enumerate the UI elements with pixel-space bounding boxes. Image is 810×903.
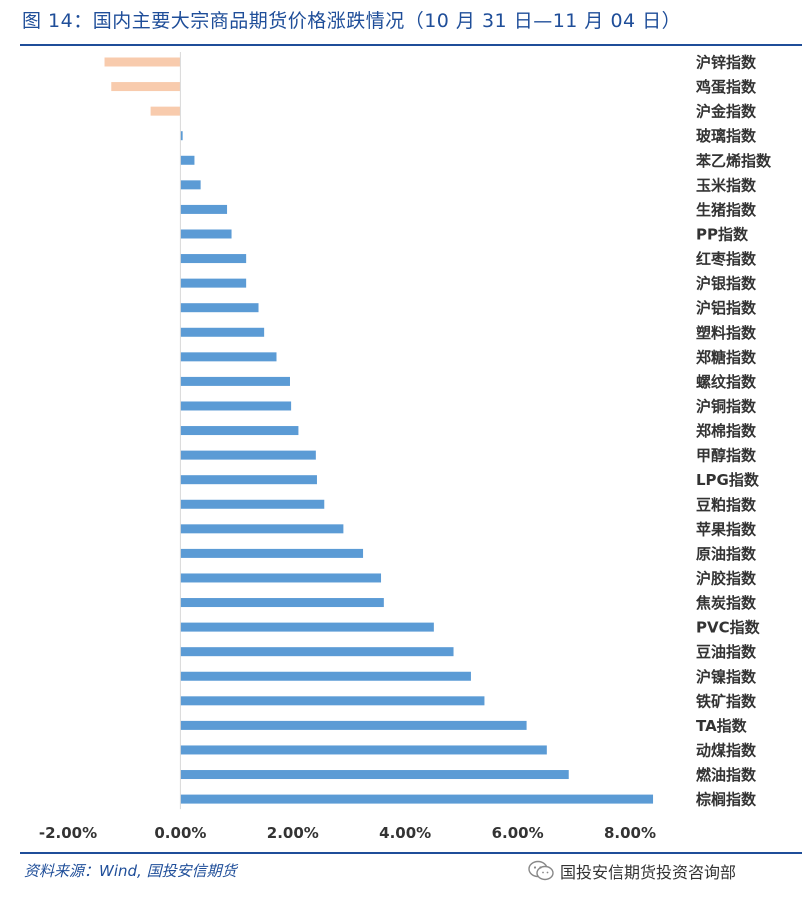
- category-label: 玻璃指数: [696, 127, 757, 145]
- bars-group: [104, 57, 654, 804]
- category-label: 沪铜指数: [696, 397, 757, 415]
- x-tick-label: 8.00%: [604, 824, 656, 842]
- category-label: 棕榈指数: [696, 791, 757, 809]
- x-tick-label: 0.00%: [154, 824, 206, 842]
- bar-23: [180, 622, 434, 632]
- bar-25: [180, 671, 471, 681]
- bar-5: [180, 180, 201, 190]
- bar-28: [180, 745, 547, 755]
- bar-7: [180, 229, 232, 239]
- source-note: 资料来源：Wind, 国投安信期货: [24, 862, 237, 880]
- bar-19: [180, 524, 344, 534]
- wechat-icon: [528, 860, 554, 881]
- top-divider: [20, 44, 802, 46]
- bar-26: [180, 696, 485, 706]
- bottom-divider: [20, 852, 802, 854]
- category-label: 塑料指数: [696, 324, 757, 342]
- category-label: 豆油指数: [696, 643, 757, 661]
- bar-9: [180, 278, 247, 288]
- bar-14: [180, 401, 292, 411]
- watermark-text: 国投安信期货投资咨询部: [560, 863, 737, 882]
- bar-8: [180, 254, 247, 264]
- category-label: 沪胶指数: [696, 569, 757, 587]
- bar-27: [180, 720, 527, 730]
- category-label: 沪金指数: [696, 103, 757, 121]
- category-label: 甲醇指数: [696, 447, 757, 465]
- category-label: 沪银指数: [696, 275, 757, 293]
- category-label: 铁矿指数: [696, 692, 757, 710]
- bar-22: [180, 598, 384, 608]
- category-label: PVC指数: [696, 619, 761, 637]
- category-label: 苹果指数: [696, 520, 757, 538]
- category-label: 沪铝指数: [696, 299, 757, 317]
- category-label: 燃油指数: [696, 766, 757, 784]
- bar-16: [180, 450, 316, 460]
- category-label: 原油指数: [696, 545, 757, 563]
- category-label: 动煤指数: [696, 741, 757, 759]
- chart-title: 图 14：国内主要大宗商品期货价格涨跌情况（10 月 31 日—11 月 04 …: [22, 10, 682, 32]
- x-tick-label: -2.00%: [39, 824, 97, 842]
- category-label: 玉米指数: [696, 176, 757, 194]
- bar-0: [104, 57, 181, 67]
- bar-30: [180, 794, 654, 804]
- bar-12: [180, 352, 277, 362]
- watermark: 国投安信期货投资咨询部: [528, 857, 736, 885]
- category-label: LPG指数: [696, 471, 760, 489]
- bar-4: [180, 155, 195, 165]
- bar-3: [180, 131, 183, 141]
- category-label: 鸡蛋指数: [695, 78, 757, 96]
- category-label: 豆粕指数: [696, 496, 757, 514]
- category-label: 郑糖指数: [696, 348, 757, 366]
- x-tick-label: 6.00%: [492, 824, 544, 842]
- category-label: 焦炭指数: [695, 594, 757, 612]
- bar-6: [180, 204, 228, 214]
- bar-15: [180, 426, 299, 436]
- category-label: 沪镍指数: [696, 668, 757, 686]
- bar-2: [150, 106, 181, 116]
- category-label: TA指数: [696, 717, 748, 735]
- category-label: 郑棉指数: [696, 422, 757, 440]
- bar-29: [180, 770, 569, 780]
- category-label: 沪锌指数: [696, 54, 757, 72]
- category-label: 螺纹指数: [696, 373, 757, 391]
- bar-20: [180, 548, 364, 558]
- x-tick-label: 4.00%: [379, 824, 431, 842]
- bar-21: [180, 573, 382, 583]
- bar-17: [180, 475, 317, 485]
- category-label: 苯乙烯指数: [695, 152, 772, 170]
- category-label: 生猪指数: [696, 201, 757, 219]
- bar-10: [180, 303, 259, 313]
- bar-11: [180, 327, 265, 337]
- tick-labels-group: -2.00% 0.00% 2.00% 4.00% 6.00% 8.00%: [39, 824, 656, 842]
- bar-13: [180, 376, 290, 386]
- bar-24: [180, 647, 454, 657]
- category-label: 红枣指数: [696, 250, 757, 268]
- bar-1: [111, 82, 181, 92]
- category-label: PP指数: [696, 225, 749, 243]
- x-tick-label: 2.00%: [267, 824, 319, 842]
- bar-18: [180, 499, 325, 509]
